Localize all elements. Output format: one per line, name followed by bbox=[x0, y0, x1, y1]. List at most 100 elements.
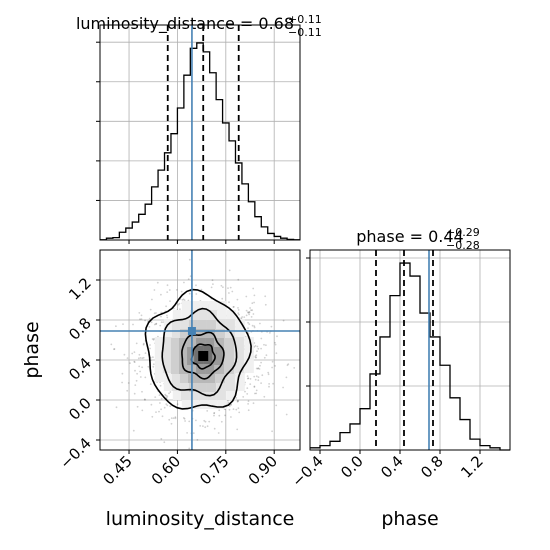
scatter-point bbox=[247, 327, 249, 330]
density-cell bbox=[208, 400, 218, 409]
scatter-point bbox=[229, 286, 232, 289]
scatter-point bbox=[270, 325, 273, 328]
scatter-point bbox=[186, 432, 189, 434]
scatter-point bbox=[261, 374, 264, 377]
scatter-point bbox=[255, 356, 258, 359]
scatter-point bbox=[254, 345, 257, 347]
scatter-point bbox=[248, 311, 251, 313]
scatter-point bbox=[228, 405, 231, 407]
density-cell bbox=[171, 328, 181, 337]
scatter-point bbox=[255, 375, 258, 378]
scatter-point bbox=[212, 283, 214, 285]
scatter-point bbox=[142, 343, 145, 346]
density-cell bbox=[206, 320, 216, 329]
density-cell bbox=[244, 346, 254, 355]
title-phase-sub: −0.28 bbox=[446, 239, 480, 252]
scatter-point bbox=[166, 291, 169, 293]
scatter-point bbox=[121, 381, 123, 384]
scatter-point bbox=[213, 412, 216, 414]
density-cell bbox=[171, 382, 181, 391]
scatter-point bbox=[204, 426, 207, 429]
scatter-point bbox=[169, 391, 172, 393]
scatter-point bbox=[253, 301, 256, 304]
scatter-point bbox=[196, 439, 199, 441]
scatter-point bbox=[268, 385, 270, 388]
scatter-point bbox=[257, 367, 260, 369]
scatter-point bbox=[253, 294, 256, 297]
scatter-point bbox=[260, 337, 263, 340]
scatter-point bbox=[169, 405, 172, 408]
scatter-point bbox=[199, 425, 202, 427]
scatter-point bbox=[206, 425, 209, 428]
scatter-point bbox=[139, 370, 142, 373]
scatter-point bbox=[138, 353, 141, 356]
scatter-point bbox=[161, 415, 164, 418]
density-cell bbox=[171, 319, 181, 328]
scatter-point bbox=[253, 386, 256, 388]
scatter-point bbox=[245, 295, 248, 298]
scatter-point bbox=[242, 396, 245, 398]
scatter-point bbox=[152, 365, 155, 368]
scatter-point bbox=[247, 400, 250, 403]
scatter-point bbox=[210, 286, 213, 289]
scatter-point bbox=[269, 332, 271, 334]
scatter-point bbox=[152, 363, 155, 366]
density-cell bbox=[154, 337, 164, 346]
title-luminosity-distance-sup: +0.11 bbox=[288, 13, 322, 26]
scatter-point bbox=[153, 337, 156, 340]
density-cell bbox=[162, 355, 172, 364]
scatter-point bbox=[253, 326, 256, 329]
density-cell bbox=[226, 310, 236, 319]
scatter-point bbox=[275, 404, 278, 407]
scatter-point bbox=[257, 347, 260, 350]
scatter-point bbox=[232, 408, 235, 410]
scatter-point bbox=[139, 318, 141, 321]
density-cell bbox=[162, 337, 172, 346]
density-cell bbox=[235, 319, 245, 328]
density-cell bbox=[215, 365, 225, 374]
scatter-point bbox=[237, 309, 240, 311]
scatter-point bbox=[122, 323, 124, 325]
scatter-point bbox=[160, 321, 163, 324]
density-cell bbox=[205, 338, 215, 347]
scatter-point bbox=[271, 360, 274, 363]
scatter-point bbox=[236, 428, 239, 431]
title-phase: phase = 0.44 bbox=[356, 227, 463, 246]
scatter-point bbox=[147, 365, 150, 368]
scatter-point bbox=[272, 382, 274, 385]
scatter-point bbox=[213, 427, 216, 430]
scatter-point bbox=[252, 402, 255, 405]
scatter-point bbox=[139, 376, 142, 378]
density-cell bbox=[214, 356, 224, 365]
scatter-point bbox=[271, 430, 273, 433]
scatter-point bbox=[188, 447, 191, 450]
scatter-point bbox=[159, 384, 162, 387]
density-cell bbox=[163, 382, 173, 391]
scatter-point bbox=[220, 420, 223, 423]
scatter-point bbox=[249, 307, 252, 309]
scatter-point bbox=[237, 312, 240, 315]
scatter-point bbox=[166, 395, 169, 398]
scatter-point bbox=[110, 343, 113, 346]
scatter-point bbox=[148, 317, 151, 320]
scatter-2d-panel: 0.45 0.60 0.75 0.90 −0.4 0.0 0.4 0.8 1.2 bbox=[56, 249, 301, 488]
scatter-point bbox=[174, 416, 177, 418]
density-cell bbox=[235, 373, 245, 382]
density-cell bbox=[179, 338, 189, 347]
scatter-point bbox=[249, 378, 252, 380]
scatter-point bbox=[134, 384, 137, 386]
scatter-point bbox=[268, 383, 270, 385]
density-cell bbox=[189, 391, 199, 400]
scatter-point bbox=[160, 397, 163, 400]
scatter-point bbox=[153, 323, 156, 326]
scatter-point bbox=[251, 309, 254, 312]
scatter-point bbox=[155, 322, 158, 325]
scatter-point bbox=[224, 414, 226, 417]
scatter-point bbox=[248, 311, 251, 314]
scatter-point bbox=[133, 392, 136, 395]
scatter-point bbox=[195, 284, 197, 287]
scatter-point bbox=[149, 344, 151, 346]
xtick-label-phase-2: 0.4 bbox=[377, 452, 407, 482]
scatter-point bbox=[185, 473, 187, 475]
scatter-point bbox=[208, 420, 211, 423]
